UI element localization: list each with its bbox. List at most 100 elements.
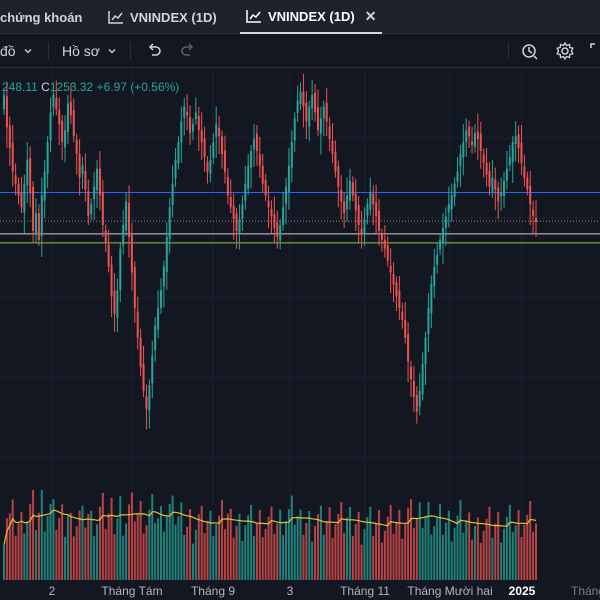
candle-body <box>84 171 87 190</box>
x-tick-label: 3 <box>286 584 294 598</box>
volume-bar <box>383 530 386 580</box>
time-axis[interactable]: 2 Tháng Tám Tháng 9 3 Tháng 11 Tháng Mườ… <box>0 580 600 600</box>
candle-body <box>378 210 381 231</box>
candle-body <box>325 102 328 122</box>
candle-body <box>296 100 299 114</box>
volume-bar <box>497 511 500 580</box>
candle-body <box>66 103 69 132</box>
candle-body <box>322 106 325 119</box>
chevron-down-icon <box>24 49 32 54</box>
candle-body <box>258 154 261 166</box>
chart-type-dropdown[interactable]: đồ <box>0 34 32 68</box>
candle-body <box>302 91 305 107</box>
fullscreen-icon[interactable] <box>588 41 600 61</box>
candle-body <box>189 117 192 134</box>
volume-bar <box>142 533 145 580</box>
volume-bar <box>139 501 142 580</box>
candle-body <box>165 236 168 272</box>
candle-body <box>226 177 229 196</box>
volume-bar <box>122 535 125 580</box>
candle-body <box>96 168 99 191</box>
candle-body <box>529 185 532 205</box>
candle-body <box>116 290 119 318</box>
candle-body <box>107 244 110 267</box>
close-icon[interactable]: ✕ <box>364 7 377 24</box>
volume-bar <box>517 509 520 580</box>
volume-bar <box>40 490 43 580</box>
alert-icon[interactable] <box>520 41 540 61</box>
tab-bar: chứng khoán VNINDEX (1D) VNINDEX (1D) ✕ <box>0 0 600 34</box>
volume-bar <box>58 518 61 580</box>
volume-bar <box>203 533 206 580</box>
volume-bar <box>145 525 148 580</box>
candle-body <box>450 195 453 210</box>
tab-watchlist[interactable]: chứng khoán <box>0 0 82 34</box>
volume-bar <box>17 523 20 580</box>
volume-bar <box>23 533 26 580</box>
volume-bar <box>415 518 418 580</box>
candle-body <box>26 159 29 186</box>
redo-icon[interactable] <box>178 41 198 61</box>
volume-bar <box>375 523 378 580</box>
volume-bar <box>93 536 96 580</box>
candle-body <box>476 131 479 140</box>
chart-icon <box>108 11 123 24</box>
volume-bar <box>430 534 433 580</box>
volume-bar <box>84 527 87 580</box>
candle-body <box>3 94 5 109</box>
candle-body <box>78 153 81 178</box>
tab-label: chứng khoán <box>0 9 83 25</box>
volume-bar <box>444 522 447 580</box>
candle-body <box>409 366 412 380</box>
volume-bar <box>258 510 261 580</box>
candle-body <box>497 187 500 202</box>
candle-body <box>186 111 189 116</box>
candle-body <box>360 228 363 234</box>
candle-body <box>267 200 270 208</box>
volume-bar <box>98 506 101 580</box>
candle-body <box>46 142 49 174</box>
volume-bar <box>378 510 381 580</box>
candle-body <box>209 159 212 174</box>
undo-icon[interactable] <box>144 41 164 61</box>
gear-icon[interactable] <box>555 41 575 61</box>
candle-body <box>215 124 218 137</box>
candle-body <box>264 180 267 196</box>
volume-bar <box>308 511 311 580</box>
candle-body <box>75 139 78 154</box>
candle-body <box>380 234 383 240</box>
price-volume-chart[interactable] <box>0 68 600 580</box>
tab-vnindex-1[interactable]: VNINDEX (1D) <box>108 0 217 34</box>
volume-bar <box>389 504 392 580</box>
candle-body <box>354 193 357 211</box>
volume-bar <box>471 539 474 580</box>
volume-bar <box>75 526 78 580</box>
candle-body <box>473 133 476 147</box>
volume-ma-line <box>3 509 537 545</box>
candle-body <box>253 139 256 150</box>
candle-body <box>64 130 67 148</box>
volume-bar <box>276 523 279 580</box>
volume-bar <box>293 524 296 580</box>
candle-body <box>133 267 136 308</box>
tab-vnindex-active[interactable]: VNINDEX (1D) ✕ <box>240 0 383 34</box>
profile-dropdown[interactable]: Hồ sơ <box>62 34 116 68</box>
candle-body <box>162 266 165 287</box>
volume-bar <box>267 516 270 580</box>
volume-bar <box>447 510 450 580</box>
volume-bar <box>453 527 456 580</box>
volume-bar <box>8 513 11 580</box>
volume-bar <box>26 521 29 580</box>
candle-body <box>49 112 52 141</box>
volume-bar <box>14 535 17 580</box>
volume-bar <box>407 507 410 580</box>
candle-body <box>235 213 238 231</box>
volume-bar <box>87 513 90 580</box>
candle-body <box>284 186 287 204</box>
candle-body <box>375 202 378 217</box>
volume-bar <box>34 530 37 580</box>
candle-body <box>363 219 366 234</box>
candle-body <box>58 109 61 125</box>
toolbar-divider <box>508 42 509 60</box>
volume-bar <box>174 524 177 580</box>
